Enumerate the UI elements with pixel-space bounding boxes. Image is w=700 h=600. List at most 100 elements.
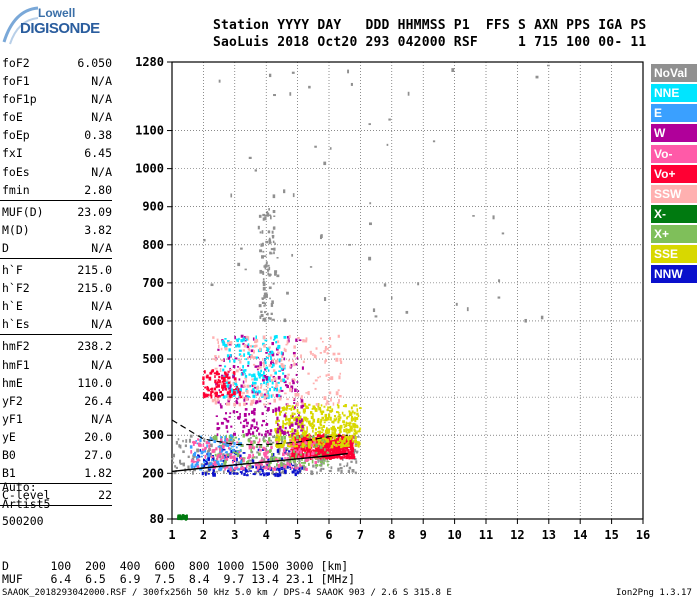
echo-point bbox=[208, 464, 211, 469]
echo-point bbox=[232, 365, 236, 369]
echo-point bbox=[222, 342, 226, 346]
echo-point bbox=[326, 400, 329, 404]
echo-point bbox=[225, 425, 228, 429]
echo-point bbox=[248, 156, 252, 159]
echo-point bbox=[247, 361, 250, 365]
echo-point bbox=[331, 431, 334, 435]
echo-point bbox=[274, 242, 276, 245]
echo-point bbox=[275, 385, 278, 388]
echo-point bbox=[310, 471, 314, 476]
echo-point bbox=[291, 466, 294, 469]
echo-point bbox=[298, 424, 301, 427]
echo-point bbox=[245, 402, 248, 405]
echo-point bbox=[340, 450, 343, 453]
echo-point bbox=[290, 416, 294, 419]
echo-point bbox=[221, 436, 224, 439]
echo-point bbox=[497, 296, 501, 299]
echo-point bbox=[208, 442, 211, 445]
echo-point bbox=[323, 462, 325, 465]
echo-point bbox=[295, 452, 298, 456]
echo-point bbox=[281, 406, 285, 410]
echo-point bbox=[220, 381, 223, 385]
echo-point bbox=[321, 410, 325, 414]
echo-point bbox=[351, 443, 354, 448]
echo-point bbox=[195, 440, 197, 443]
echo-point bbox=[298, 339, 302, 342]
echo-point bbox=[308, 433, 311, 437]
echo-point bbox=[269, 457, 273, 461]
echo-point bbox=[230, 436, 233, 440]
echo-point bbox=[272, 358, 274, 362]
echo-point bbox=[203, 464, 206, 468]
echo-point bbox=[275, 469, 278, 471]
echo-point bbox=[269, 350, 272, 354]
echo-point bbox=[263, 292, 267, 297]
echo-point bbox=[240, 445, 244, 447]
autoscale-info: Artist5 bbox=[2, 497, 51, 511]
echo-point bbox=[289, 449, 293, 452]
echo-point bbox=[345, 455, 349, 460]
echo-point bbox=[243, 398, 246, 402]
echo-point bbox=[255, 390, 258, 394]
y-tick-label: 200 bbox=[142, 466, 164, 480]
echo-point bbox=[328, 449, 331, 451]
echo-point bbox=[319, 437, 322, 441]
echo-point bbox=[264, 361, 267, 365]
echo-point bbox=[296, 439, 299, 444]
echo-point bbox=[222, 448, 226, 451]
echo-point bbox=[351, 447, 354, 450]
echo-point bbox=[297, 447, 300, 451]
echo-point bbox=[257, 225, 260, 230]
echo-point bbox=[299, 438, 303, 443]
echo-point bbox=[240, 247, 243, 250]
echo-point bbox=[296, 450, 300, 454]
echo-point bbox=[284, 426, 287, 430]
echo-point bbox=[311, 407, 314, 410]
echo-point bbox=[245, 358, 248, 361]
echo-point bbox=[308, 85, 311, 89]
echo-point bbox=[326, 409, 329, 412]
echo-point bbox=[275, 381, 278, 386]
echo-point bbox=[265, 449, 268, 452]
echo-point bbox=[312, 382, 315, 385]
echo-point bbox=[204, 459, 208, 463]
echo-point bbox=[274, 465, 276, 470]
echo-point bbox=[261, 433, 263, 437]
echo-point bbox=[347, 69, 350, 74]
echo-point bbox=[293, 465, 296, 468]
echo-point bbox=[261, 255, 264, 259]
echo-point bbox=[235, 410, 239, 413]
echo-point bbox=[278, 394, 281, 397]
echo-point bbox=[283, 439, 286, 442]
echo-point bbox=[267, 467, 270, 471]
echo-point bbox=[289, 430, 293, 433]
echo-point bbox=[275, 436, 278, 439]
echo-point bbox=[290, 385, 294, 390]
echo-point bbox=[291, 470, 295, 474]
echo-point bbox=[217, 384, 220, 388]
legend-item: E bbox=[651, 104, 697, 123]
echo-point bbox=[235, 401, 239, 405]
echo-point bbox=[322, 467, 325, 470]
echo-point bbox=[243, 420, 245, 423]
echo-point bbox=[288, 422, 292, 427]
echo-point bbox=[273, 457, 275, 462]
echo-point bbox=[339, 430, 342, 433]
echo-point bbox=[300, 434, 303, 438]
echo-point bbox=[269, 297, 271, 300]
echo-point bbox=[255, 429, 259, 432]
echo-point bbox=[288, 408, 291, 410]
echo-point bbox=[225, 373, 228, 376]
y-tick-label: 700 bbox=[142, 276, 164, 290]
param-name: foE bbox=[2, 110, 23, 125]
echo-point bbox=[302, 464, 306, 467]
echo-point bbox=[182, 462, 186, 467]
echo-point bbox=[270, 248, 274, 251]
echo-point bbox=[258, 466, 262, 471]
echo-point bbox=[261, 298, 264, 300]
echo-point bbox=[324, 439, 328, 442]
echo-point bbox=[346, 422, 350, 424]
echo-point bbox=[223, 442, 226, 446]
echo-point bbox=[355, 450, 358, 454]
echo-point bbox=[320, 234, 323, 239]
